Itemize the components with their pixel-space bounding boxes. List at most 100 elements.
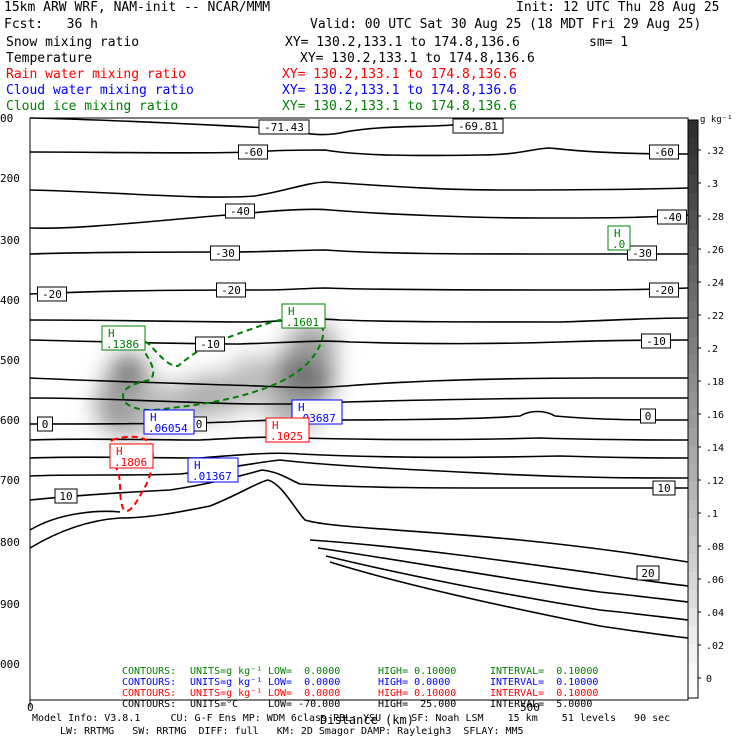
isotherm <box>29 377 688 389</box>
colorbar-cell <box>688 481 698 500</box>
temp-label: -20 <box>654 284 674 297</box>
temp-label: -60 <box>243 146 263 159</box>
init-time: Init: 12 UTC Thu 28 Aug 25 <box>516 0 720 15</box>
temp-label-box <box>54 488 78 504</box>
legend-label: Rain water mixing ratio <box>6 67 187 82</box>
colorbar-tick-label: .14 <box>706 443 724 454</box>
contour-info-units: UNITS=°C <box>190 699 239 710</box>
temp-label-box <box>652 480 676 496</box>
colorbar-tick-label: .12 <box>706 476 724 487</box>
isotherm <box>29 459 689 479</box>
isotherm <box>309 539 689 587</box>
legend-xy: XY= 130.2,133.1 to 174.8,136.6 <box>282 83 517 98</box>
extremum-kind: H <box>116 445 123 458</box>
colorbar-cell <box>688 120 698 139</box>
colorbar-cell <box>688 427 698 446</box>
colorbar-cell <box>688 409 698 428</box>
colorbar-tick-label: .08 <box>706 542 724 553</box>
extremum-value: .06054 <box>148 422 188 435</box>
colorbar-cell <box>688 246 698 265</box>
contour-info-interval: INTERVAL= 0.10000 <box>490 677 599 688</box>
extremum-kind: H <box>150 411 157 424</box>
extremum-kind: H <box>298 401 305 414</box>
temp-label: -10 <box>646 335 666 348</box>
extremum-box <box>187 457 239 483</box>
isotherm <box>29 397 688 405</box>
temp-label: 0 <box>42 418 49 431</box>
colorbar-cell <box>688 264 698 284</box>
colorbar-tick-label: .16 <box>706 410 724 421</box>
temp-label-box <box>657 209 687 225</box>
colorbar-cell <box>688 174 698 193</box>
contour-info-interval: INTERVAL= 5.0000 <box>490 699 593 710</box>
colorbar-cell <box>688 499 698 518</box>
colorbar-cell <box>688 282 698 302</box>
temp-label: -20 <box>42 288 62 301</box>
colorbar-cell <box>688 589 698 609</box>
extremum-value: .1601 <box>286 316 319 329</box>
colorbar-cell <box>688 228 698 247</box>
colorbar-cell <box>688 156 698 175</box>
isotherm <box>29 339 689 345</box>
temp-label: -30 <box>215 247 235 260</box>
colorbar-cell <box>688 445 698 464</box>
temp-label-box <box>452 118 504 134</box>
extremum-value: .01367 <box>192 470 232 483</box>
legend-label: Cloud ice mixing ratio <box>6 99 179 114</box>
temp-label-box <box>636 565 660 581</box>
isotherm <box>29 469 688 501</box>
isotherm <box>317 547 689 603</box>
colorbar-cell <box>688 535 698 554</box>
contour-info-low: LOW= -70.000 <box>268 699 341 710</box>
temp-label-box <box>216 282 246 298</box>
colorbar-tick-label: .2 <box>706 344 718 355</box>
temp-label-box <box>640 408 656 424</box>
colorbar-cell <box>688 300 698 320</box>
footer-model-info: Model Info: V3.8.1 CU: G-F Ens MP: WDM 6… <box>32 713 671 724</box>
temp-label: -69.81 <box>458 120 498 133</box>
x-tick-label: 0 <box>27 701 34 714</box>
temp-label: 20 <box>641 567 654 580</box>
temp-label-box <box>37 416 53 432</box>
colorbar-cell <box>688 372 698 392</box>
shading-blob <box>288 323 336 367</box>
extremum-box <box>281 303 326 329</box>
x-tick-label: 500 <box>520 701 540 714</box>
contour-info-contours: CONTOURS: <box>122 699 177 710</box>
isotherm <box>329 561 689 639</box>
temp-label: 10 <box>657 482 670 495</box>
extremum-kind: H <box>108 327 115 340</box>
temp-label: -71.43 <box>264 121 304 134</box>
colorbar-cell <box>688 517 698 536</box>
cloud-ice-contours <box>122 314 325 411</box>
colorbar-tick-label: .02 <box>706 641 724 652</box>
isotherm <box>29 287 689 295</box>
colorbar-cell <box>688 138 698 157</box>
temp-label: 0 <box>645 410 652 423</box>
legend-xy: XY= 130.2,133.1 to 174.8,136.6 <box>282 99 517 114</box>
colorbar-cell <box>688 210 698 229</box>
contour-info-contours: CONTOURS: <box>122 666 177 677</box>
colorbar-tick-label: .3 <box>706 179 718 190</box>
isotherm <box>325 555 689 621</box>
shading-blob <box>227 356 283 404</box>
temp-label: -40 <box>230 205 250 218</box>
y-tick-label: 400 <box>0 294 20 307</box>
colorbar-cell <box>688 625 698 645</box>
colorbar-frame <box>687 119 699 699</box>
legend-xy: XY= 130.2,133.1 to 174.8,136.6 <box>282 67 517 82</box>
extremum-value: .1386 <box>106 338 139 351</box>
temp-label-box <box>210 245 240 261</box>
isotherm <box>29 147 689 157</box>
contour-info-units: UNITS=g kg⁻¹ <box>190 688 263 699</box>
extremum-box <box>143 409 195 435</box>
extremum-kind: H <box>272 419 279 432</box>
contour-info-low: LOW= 0.0000 <box>268 677 341 688</box>
shading-blob <box>95 375 155 435</box>
y-tick-label: 900 <box>0 598 20 611</box>
legend-xy: XY= 130.2,133.1 to 174.8,136.6 <box>300 51 535 66</box>
isotherm <box>29 208 689 230</box>
temp-label: -20 <box>221 284 241 297</box>
extremum-kind: H <box>614 227 621 240</box>
extremum-box <box>265 417 310 443</box>
